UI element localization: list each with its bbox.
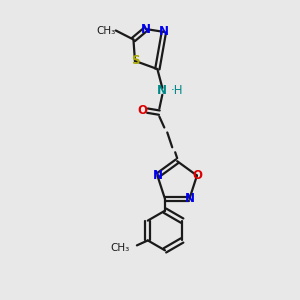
Text: O: O xyxy=(192,169,202,182)
Text: S: S xyxy=(131,54,139,68)
Text: N: N xyxy=(141,22,151,35)
Text: CH₃: CH₃ xyxy=(97,26,116,35)
Text: N: N xyxy=(157,84,167,97)
Text: O: O xyxy=(137,104,148,117)
Text: CH₃: CH₃ xyxy=(111,243,130,254)
Text: N: N xyxy=(184,192,194,205)
Text: N: N xyxy=(152,169,162,182)
Text: ·H: ·H xyxy=(171,84,184,97)
Text: N: N xyxy=(159,26,169,38)
